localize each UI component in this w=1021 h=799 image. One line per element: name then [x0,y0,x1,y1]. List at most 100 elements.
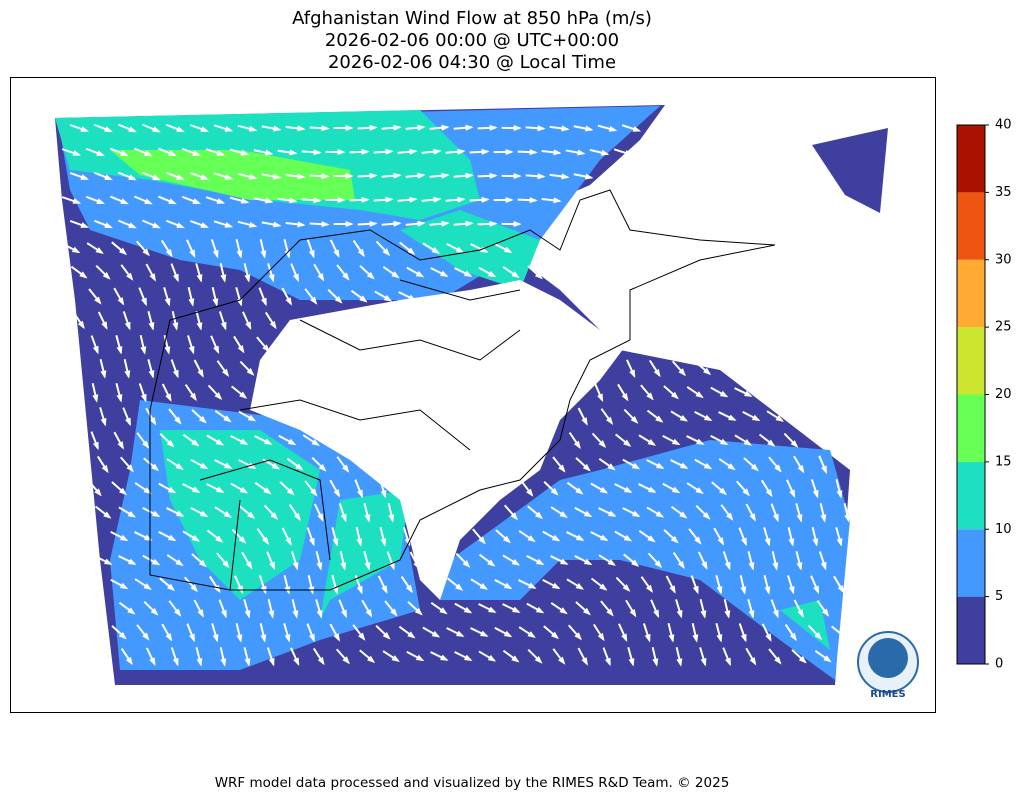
wind-arrow-head [678,368,686,377]
wind-arrow-head [248,462,257,469]
wind-arrow-head [821,608,830,617]
wind-arrow-head [260,250,267,259]
wind-arrow-head [393,124,402,131]
wind-arrow-head [293,657,300,666]
wind-arrow-head [222,560,230,569]
wind-arrow-head [743,438,753,446]
wind-arrow-head [456,630,465,637]
wind-arrow-head [575,582,585,590]
wind-arrow-head [342,656,350,665]
wind-arrow-head [529,197,538,204]
wind-arrow-head [382,631,391,640]
wind-arrow-head [390,608,398,617]
wind-arrow-head [80,174,90,180]
wind-arrow-head [513,173,522,180]
wind-arrow-head [502,535,511,544]
wind-arrow-head [751,414,761,422]
wind-arrow-head [128,174,137,181]
wind-arrow-head [700,610,707,619]
wind-arrow-head [126,464,134,473]
colorbar-segment [957,529,985,597]
wind-arrow-head [789,489,796,499]
wind-arrow-head [455,583,464,591]
wind-arrow-head [382,248,391,257]
wind-arrow-head [772,609,779,619]
wind-arrow-head [358,632,366,641]
wind-arrow-head [823,655,832,663]
wind-arrow-head [772,562,779,571]
wind-arrow-head [152,126,161,133]
wind-arrow-head [196,658,203,667]
wind-arrow-head [239,391,248,399]
wind-arrow-head [364,562,371,571]
wind-arrow-head [701,561,708,570]
wind-arrow-head [239,486,249,494]
wind-arrow-head [342,272,350,281]
wind-arrow-head [679,414,689,422]
wind-arrow-head [551,631,560,640]
wind-arrow-head [337,149,346,156]
wind-arrow-head [653,368,661,378]
wind-arrow-head [725,657,731,667]
wind-arrow-head [80,126,90,132]
wind-arrow-head [80,222,90,228]
wind-arrow-head [332,538,339,547]
wind-arrow-head [431,630,441,638]
wind-arrow-head [96,150,105,156]
wind-arrow-head [670,535,679,544]
wind-arrow-head [317,513,324,522]
wind-arrow-head [94,296,102,305]
wind-arrow-head [176,174,185,181]
wind-arrow-head [333,249,340,258]
wind-arrow-head [608,510,617,517]
colorbar-segment [957,327,985,395]
wind-arrow-head [95,247,104,255]
wind-arrow-head [100,370,107,379]
wind-arrow-head [345,172,354,179]
wind-arrow-head [553,149,562,156]
wind-arrow-head [116,346,123,355]
wind-arrow-head [439,607,448,615]
wind-arrow-head [703,462,713,470]
wind-arrow-head [313,149,322,156]
wind-arrow-head [240,197,250,204]
wind-arrow-head [655,510,665,518]
wind-arrow-head [364,514,371,523]
wind-arrow-head [224,174,234,180]
wind-arrow-head [605,416,614,425]
wind-arrow-head [503,246,513,254]
wind-arrow-head [284,250,291,259]
wind-arrow-head [441,172,450,179]
wind-arrow-head [140,346,147,355]
wind-arrow-head [215,535,224,543]
wind-arrow-head [342,464,350,473]
wind-arrow-head [629,369,636,378]
wind-arrow-head [671,438,681,446]
wind-arrow-head [405,584,413,594]
wind-arrow-head [703,367,712,376]
footer: WRF model data processed and visualized … [215,775,730,791]
wind-arrow-head [600,534,609,541]
wind-arrow-head [318,463,327,472]
wind-arrow-head [433,196,442,203]
wind-arrow-head [321,173,330,180]
wind-arrow-head [574,632,582,641]
wind-arrow-head [624,486,633,493]
wind-arrow-head [774,656,782,665]
wind-region [400,210,540,290]
wind-arrow-head [199,462,209,470]
wind-arrow-head [126,272,134,281]
wind-arrow-head [197,369,204,378]
wind-arrow-head [261,536,270,545]
wind-arrow-head [100,418,107,427]
wind-arrow-head [151,510,161,517]
wind-arrow-head [408,294,417,301]
wind-arrow-head [527,631,536,639]
wind-arrow-head [510,512,518,521]
wind-arrow-head [103,511,112,519]
wind-arrow-head [719,390,729,398]
wind-arrow-head [313,197,322,204]
wind-arrow-head [104,558,113,565]
wind-arrow-head [599,486,609,494]
wind-arrow-head [175,463,184,470]
